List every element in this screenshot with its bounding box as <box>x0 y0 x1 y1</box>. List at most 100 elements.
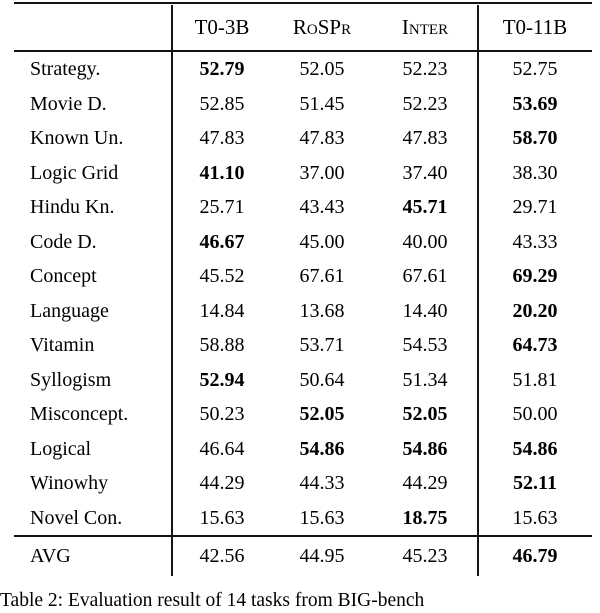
value-cell: 45.71 <box>402 196 448 219</box>
value-cell: 38.30 <box>512 161 558 184</box>
column-header-inter: Inter <box>401 14 449 39</box>
value-cell: 45.23 <box>402 545 448 567</box>
row-label: Syllogism <box>30 368 112 391</box>
value-cell: 46.79 <box>512 545 558 567</box>
value-cell: 45.00 <box>299 230 345 253</box>
value-cell: 58.70 <box>512 127 558 150</box>
value-cell: 37.00 <box>299 161 345 184</box>
row-label: Strategy. <box>30 58 101 81</box>
row-label: Logic Grid <box>30 161 119 184</box>
row-label: Logical <box>30 437 92 460</box>
table-header-rule <box>14 49 592 52</box>
value-cell: 42.56 <box>199 545 245 567</box>
value-cell: 29.71 <box>512 196 558 219</box>
table-midrule-above-avg <box>14 535 592 537</box>
results-table: T0-3B RoSPr Inter T0-11B Strategy. 52.79 52.0… <box>14 2 592 576</box>
table-caption: Table 2: Evaluation result of 14 tasks f… <box>0 590 425 611</box>
row-label: AVG <box>30 545 71 567</box>
value-cell: 14.84 <box>199 299 245 322</box>
value-cell: 44.95 <box>299 545 345 567</box>
value-cell: 44.29 <box>199 472 245 495</box>
table-row: Hindu Kn. 25.71 43.43 45.71 29.71 <box>14 190 592 225</box>
table-row: Vitamin 58.88 53.71 54.53 64.73 <box>14 328 592 363</box>
table-header-row: T0-3B RoSPr Inter T0-11B <box>14 5 592 50</box>
row-label: Known Un. <box>30 127 124 150</box>
value-cell: 67.61 <box>299 265 345 288</box>
value-cell: 51.45 <box>299 92 345 115</box>
value-cell: 52.75 <box>512 58 558 81</box>
value-cell: 37.40 <box>402 161 448 184</box>
table-body: Strategy. 52.79 52.05 52.23 52.75 Movie D. 52.… <box>14 52 592 535</box>
value-cell: 50.64 <box>299 368 345 391</box>
value-cell: 54.86 <box>402 437 448 460</box>
row-label: Novel Con. <box>30 506 123 529</box>
column-divider-right <box>477 5 479 576</box>
column-header-t0-3b: T0-3B <box>194 14 250 39</box>
value-cell: 67.61 <box>402 265 448 288</box>
value-cell: 25.71 <box>199 196 245 219</box>
value-cell: 15.63 <box>512 506 558 529</box>
value-cell: 52.85 <box>199 92 245 115</box>
value-cell: 15.63 <box>299 506 345 529</box>
table-row: Logic Grid 41.10 37.00 37.40 38.30 <box>14 156 592 191</box>
value-cell: 51.81 <box>512 368 558 391</box>
row-label: Concept <box>30 265 97 288</box>
value-cell: 53.71 <box>299 334 345 357</box>
value-cell: 69.29 <box>512 265 558 288</box>
value-cell: 47.83 <box>199 127 245 150</box>
table-row: Movie D. 52.85 51.45 52.23 53.69 <box>14 87 592 122</box>
row-label: Movie D. <box>30 92 107 115</box>
value-cell: 41.10 <box>199 161 245 184</box>
table-row: Logical 46.64 54.86 54.86 54.86 <box>14 432 592 467</box>
table-row: Language 14.84 13.68 14.40 20.20 <box>14 294 592 329</box>
value-cell: 20.20 <box>512 299 558 322</box>
column-divider-left <box>171 5 173 576</box>
value-cell: 51.34 <box>402 368 448 391</box>
value-cell: 52.11 <box>513 472 557 495</box>
value-cell: 64.73 <box>512 334 558 357</box>
value-cell: 44.33 <box>299 472 345 495</box>
table-row: Winowhy 44.29 44.33 44.29 52.11 <box>14 466 592 501</box>
value-cell: 14.40 <box>402 299 448 322</box>
value-cell: 52.79 <box>199 58 245 81</box>
value-cell: 47.83 <box>402 127 448 150</box>
value-cell: 52.05 <box>299 403 345 426</box>
value-cell: 18.75 <box>402 506 448 529</box>
value-cell: 46.64 <box>199 437 245 460</box>
value-cell: 52.05 <box>402 403 448 426</box>
value-cell: 52.94 <box>199 368 245 391</box>
value-cell: 52.23 <box>402 92 448 115</box>
table-row: Code D. 46.67 45.00 40.00 43.33 <box>14 225 592 260</box>
table-row: Concept 45.52 67.61 67.61 69.29 <box>14 259 592 294</box>
value-cell: 45.52 <box>199 265 245 288</box>
value-cell: 52.23 <box>402 58 448 81</box>
row-label: Vitamin <box>30 334 95 357</box>
column-header-rospr: RoSPr <box>292 14 352 39</box>
row-label: Code D. <box>30 230 97 253</box>
value-cell: 46.67 <box>199 230 245 253</box>
value-cell: 54.86 <box>299 437 345 460</box>
value-cell: 47.83 <box>299 127 345 150</box>
value-cell: 43.43 <box>299 196 345 219</box>
table-row: Misconcept. 50.23 52.05 52.05 50.00 <box>14 397 592 432</box>
row-label: Misconcept. <box>30 403 129 426</box>
value-cell: 44.29 <box>402 472 448 495</box>
row-label: Language <box>30 299 109 322</box>
table-top-rule <box>14 2 592 5</box>
value-cell: 54.86 <box>512 437 558 460</box>
value-cell: 50.23 <box>199 403 245 426</box>
table-row: Novel Con. 15.63 15.63 18.75 15.63 <box>14 501 592 536</box>
value-cell: 52.05 <box>299 58 345 81</box>
table-row: Known Un. 47.83 47.83 47.83 58.70 <box>14 121 592 156</box>
value-cell: 58.88 <box>199 334 245 357</box>
value-cell: 15.63 <box>199 506 245 529</box>
value-cell: 43.33 <box>512 230 558 253</box>
table-avg-row: AVG 42.56 44.95 45.23 46.79 <box>14 537 592 575</box>
row-label: Winowhy <box>30 472 109 495</box>
column-header-t0-11b: T0-11B <box>502 14 568 39</box>
value-cell: 54.53 <box>402 334 448 357</box>
row-label: Hindu Kn. <box>30 196 115 219</box>
value-cell: 50.00 <box>512 403 558 426</box>
value-cell: 53.69 <box>512 92 558 115</box>
